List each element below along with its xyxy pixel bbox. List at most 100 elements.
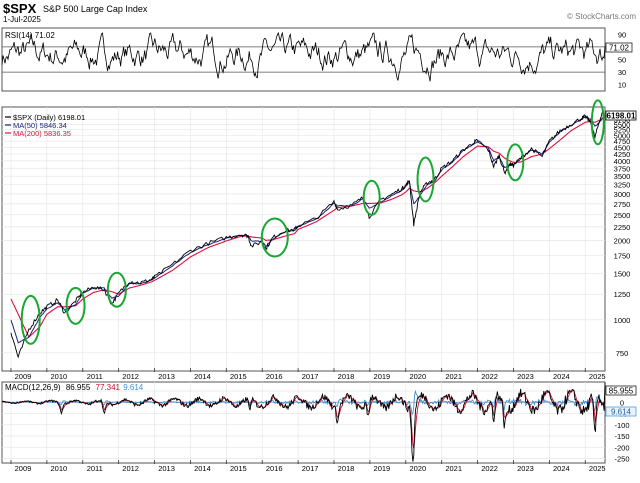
macd-tick-label: -200 — [614, 443, 629, 452]
highlight-circle — [20, 294, 41, 345]
highlight-circle — [260, 217, 289, 258]
year-label: 2023 — [517, 464, 534, 473]
year-label: 2010 — [51, 372, 68, 381]
price-legend-label: $SPX (Daily) 6198.01 — [13, 113, 85, 122]
year-label: 2022 — [481, 372, 498, 381]
chart-header: $SPX S&P 500 Large Cap Index 1-Jul-2025 … — [3, 1, 636, 24]
ma200-legend-label: MA(200) 5836.35 — [13, 129, 71, 138]
macd-axis: 500-50-100-150-200-250 — [614, 387, 629, 464]
macd-tick-label: 0 — [620, 398, 624, 407]
macd-last-box — [605, 385, 637, 396]
year-label: 2010 — [51, 464, 68, 473]
price-tick-label: 5000 — [614, 131, 631, 140]
price-tick-label: 750 — [616, 349, 629, 358]
price-tick-label: 3250 — [614, 181, 631, 190]
highlight-circle — [506, 143, 525, 182]
year-label: 2020 — [409, 464, 426, 473]
macd-tick-label: -100 — [614, 421, 629, 430]
price-tick-label: 4000 — [614, 157, 631, 166]
macd-legend-macd: 86.955 — [66, 383, 91, 392]
rsi-line — [1, 31, 606, 82]
highlight-circle — [65, 286, 86, 325]
year-label: 2015 — [230, 372, 247, 381]
x-axis-macd: 2009 2010 2011 2012 2013 2014 2015 2016 2017 2018… — [10, 460, 606, 473]
price-last-box — [605, 110, 637, 121]
year-label: 2025 — [589, 372, 606, 381]
year-label: 2014 — [194, 372, 211, 381]
rsi-last-value: 71.02 — [609, 44, 630, 53]
year-label: 2017 — [302, 464, 319, 473]
chart-date: 1-Jul-2025 — [3, 15, 41, 24]
price-tick-label: 5250 — [614, 126, 631, 135]
highlight-circle — [590, 99, 605, 146]
price-tick-label: 2000 — [614, 236, 631, 245]
year-label: 2014 — [194, 464, 211, 473]
highlight-circle — [362, 179, 381, 216]
ma50-line — [10, 115, 604, 344]
year-label: 2012 — [122, 372, 139, 381]
rsi-gridlines — [2, 46, 605, 73]
macd-panel: 500-50-100-150-200-250 MACD(12,26,9) 86.… — [1, 381, 637, 464]
year-label: 2013 — [158, 372, 175, 381]
macd-legend-name: MACD(12,26,9) — [5, 383, 61, 392]
macd-legend: MACD(12,26,9) 86.955 77.341 9.614 — [5, 383, 144, 392]
year-label: 2017 — [302, 372, 319, 381]
price-tick-label: 2250 — [614, 223, 631, 232]
year-label: 2011 — [87, 464, 103, 473]
macd-legend-hist: 9.614 — [123, 383, 144, 392]
price-tick-label: 2750 — [614, 200, 631, 209]
macd-legend-signal: 77.341 — [96, 383, 121, 392]
rsi-axis: 9070503010 — [618, 30, 626, 89]
rsi-tick-label: 10 — [618, 81, 626, 90]
hist-last-box — [605, 406, 637, 417]
year-label: 2018 — [338, 372, 355, 381]
year-label: 2009 — [15, 372, 32, 381]
year-label: 2015 — [230, 464, 247, 473]
price-tick-label: 1250 — [614, 290, 631, 299]
highlight-circle — [106, 271, 127, 308]
price-tick-label: 3500 — [614, 172, 631, 181]
year-label: 2022 — [481, 464, 498, 473]
price-tick-label: 3000 — [614, 190, 631, 199]
macd-line — [1, 382, 606, 462]
rsi-legend: RSI(14) 71.02 — [5, 31, 55, 40]
source-label: © StockCharts.com — [567, 12, 636, 21]
hist-last-value: 9.614 — [611, 408, 632, 417]
highlight-circle — [416, 156, 435, 203]
ma50-legend-label: MA(50) 5846.34 — [13, 121, 67, 130]
macd-frame — [1, 381, 606, 464]
price-legend: $SPX (Daily) 6198.01 MA(50) 5846.34 MA(2… — [5, 113, 85, 138]
price-line — [10, 109, 604, 359]
rsi-panel: 9070503010 RSI(14) 71.02 71.02 — [1, 27, 633, 92]
ticker-symbol[interactable]: $SPX — [3, 1, 37, 16]
rsi-tick-label: 30 — [618, 68, 626, 77]
year-label: 2021 — [445, 464, 462, 473]
year-label: 2023 — [517, 372, 534, 381]
year-label: 2021 — [445, 372, 462, 381]
ma200-line — [10, 117, 604, 339]
price-tick-label: 5500 — [614, 120, 631, 129]
year-label: 2018 — [338, 464, 355, 473]
price-tick-label: 4250 — [614, 150, 631, 159]
highlight-circles — [20, 99, 605, 345]
year-label: 2016 — [266, 372, 283, 381]
price-tick-label: 4750 — [614, 137, 631, 146]
x-axis-price: 2009 2010 2011 2012 2013 2014 2015 2016 2017 2018… — [10, 368, 606, 381]
year-label: 2024 — [553, 372, 570, 381]
rsi-last-box — [605, 42, 633, 53]
rsi-tick-label: 50 — [618, 56, 626, 65]
price-axis: 5750550052505000475045004250400037503500… — [614, 115, 631, 358]
rsi-tick-label: 90 — [618, 30, 626, 39]
year-label: 2009 — [15, 464, 32, 473]
macd-last-value: 85.955 — [609, 387, 634, 396]
year-label: 2019 — [374, 464, 391, 473]
year-label: 2012 — [122, 464, 139, 473]
year-label: 2025 — [589, 464, 606, 473]
macd-tick-label: -250 — [614, 455, 629, 464]
price-tick-label: 2500 — [614, 211, 631, 220]
macd-gridlines — [2, 382, 605, 463]
year-label: 2016 — [266, 464, 283, 473]
price-tick-label: 1500 — [614, 269, 631, 278]
year-label: 2020 — [409, 372, 426, 381]
